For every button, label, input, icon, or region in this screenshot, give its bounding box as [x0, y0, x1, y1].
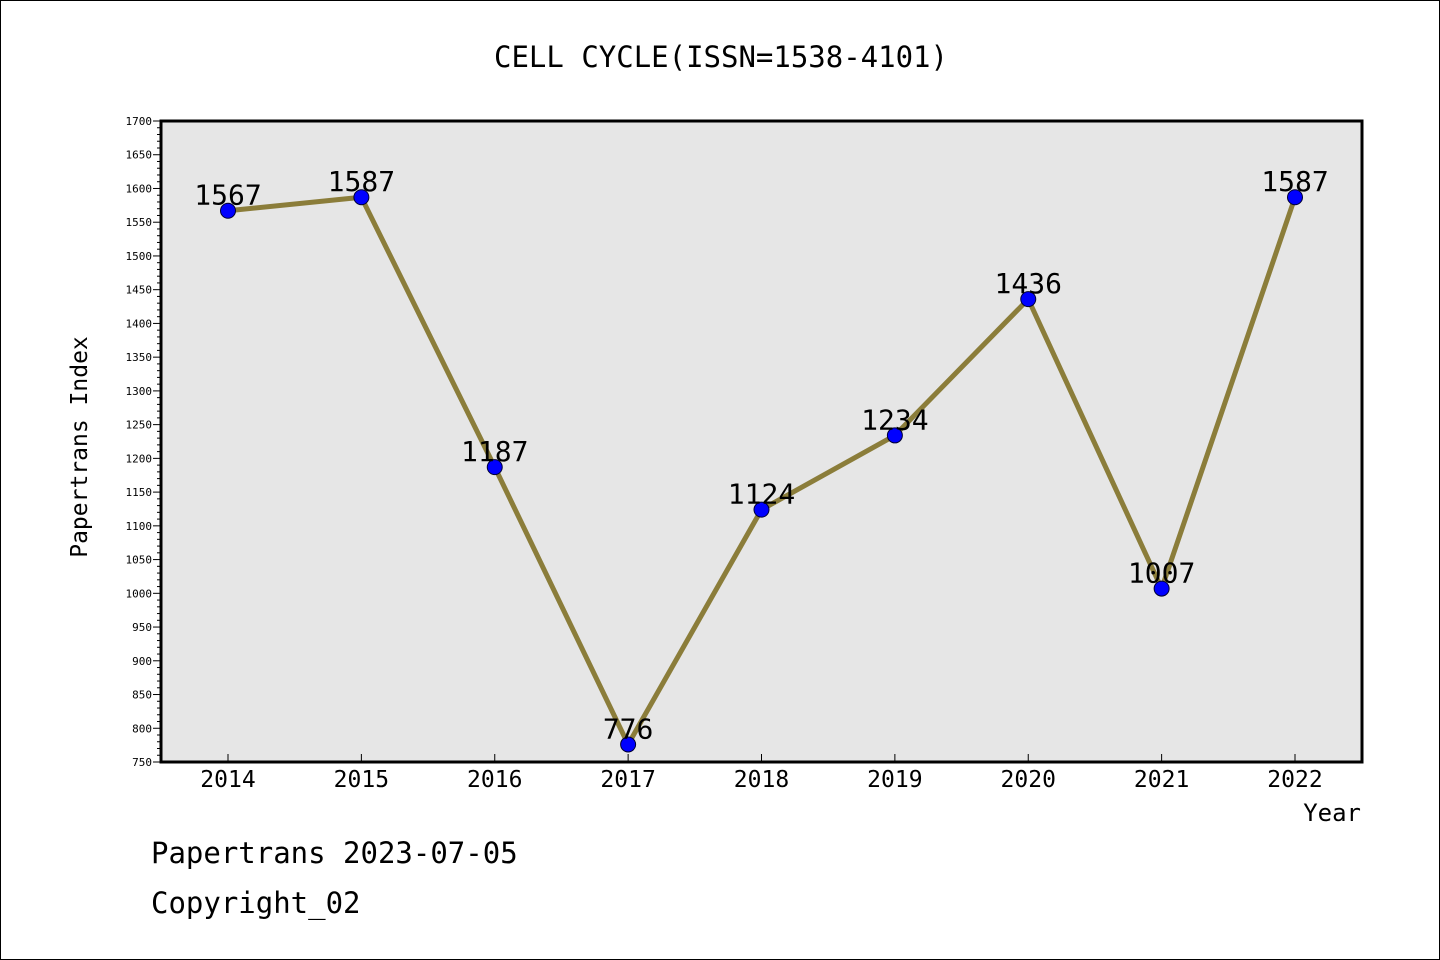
x-tick-label: 2020	[1001, 767, 1056, 793]
y-tick-label: 1050	[126, 554, 153, 567]
y-tick-label: 1650	[126, 149, 153, 162]
x-tick-label: 2015	[334, 767, 389, 793]
chart-title: CELL CYCLE(ISSN=1538-4101)	[494, 40, 948, 74]
data-point	[220, 202, 236, 219]
x-tick-label: 2018	[734, 767, 789, 793]
y-tick-label: 950	[132, 621, 152, 634]
y-tick-label: 1000	[126, 587, 153, 600]
data-label: 1124	[728, 478, 795, 511]
data-point	[353, 189, 370, 206]
y-tick-label: 1300	[126, 385, 153, 398]
y-tick-label: 800	[132, 722, 152, 735]
y-tick-label: 900	[132, 655, 152, 668]
data-label: 1436	[995, 267, 1062, 300]
data-point	[753, 501, 770, 518]
y-axis: 750 800 850 900 950 1000 1050 1100 1150 1200 1250 1…	[126, 115, 161, 769]
data-point	[886, 427, 903, 444]
data-label: 1007	[1128, 557, 1195, 590]
data-point	[1287, 189, 1303, 206]
data-label: 1587	[328, 165, 395, 198]
data-label: 1587	[1261, 165, 1328, 198]
x-axis-label: Year	[1303, 799, 1361, 827]
footer-copyright-line: Copyright_02	[151, 886, 361, 920]
y-tick-label: 1500	[126, 250, 153, 263]
y-tick-label: 850	[132, 689, 152, 702]
y-tick-label: 750	[132, 756, 152, 769]
y-tick-label: 1550	[126, 216, 153, 229]
y-tick-label: 1700	[126, 115, 153, 128]
data-label-layer: 1567 1587 1187 776 1124 1234 1436 1007 1587	[194, 165, 1328, 745]
y-tick-label: 1450	[126, 284, 153, 297]
x-axis: 2014 2015 2016 2017 2018 2019 2020 2021 2022	[200, 754, 1323, 793]
data-point	[1153, 580, 1170, 597]
y-tick-label: 1400	[126, 317, 153, 330]
x-tick-label: 2022	[1267, 767, 1322, 793]
y-tick-label: 1150	[126, 486, 153, 499]
data-point	[486, 459, 503, 476]
data-label: 1187	[461, 435, 528, 468]
data-label: 1567	[194, 179, 261, 212]
plot-area	[159, 119, 1364, 764]
data-point	[620, 736, 637, 753]
data-label: 776	[603, 712, 654, 745]
y-tick-label: 1200	[126, 452, 153, 465]
y-tick-label: 1350	[126, 351, 153, 364]
x-tick-label: 2016	[467, 767, 522, 793]
data-label: 1234	[861, 403, 928, 436]
x-tick-label: 2017	[600, 767, 655, 793]
x-tick-label: 2019	[867, 767, 922, 793]
y-tick-label: 1100	[126, 520, 153, 533]
x-tick-label: 2021	[1134, 767, 1189, 793]
y-tick-label: 1250	[126, 419, 153, 432]
series-layer	[220, 189, 1303, 753]
x-tick-label: 2014	[200, 767, 255, 793]
footer-date-line: Papertrans 2023-07-05	[151, 836, 518, 870]
y-tick-label: 1600	[126, 182, 153, 195]
y-axis-label: Papertrans Index	[67, 336, 93, 558]
data-point	[1020, 291, 1037, 308]
